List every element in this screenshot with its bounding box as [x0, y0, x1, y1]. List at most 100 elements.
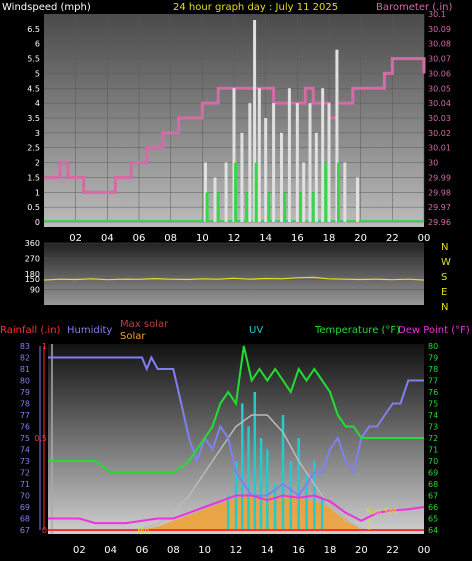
direction-y-tick: 150: [25, 275, 40, 284]
compass-label: N: [441, 302, 448, 313]
temp-y-tick: 78: [428, 365, 438, 374]
barometer-y-tick: 30.04: [428, 99, 451, 108]
temperature-line: [48, 345, 424, 474]
barometer-y-tick: 30.06: [428, 69, 451, 78]
climate-x-tick: 04: [104, 545, 117, 556]
humidity-y-tick: 72: [20, 469, 30, 478]
temp-y-tick: 66: [428, 503, 438, 512]
wind-y-tick: 5: [35, 69, 40, 78]
humidity-line: [48, 355, 424, 497]
temp-y-tick: 73: [428, 423, 438, 432]
rainfall-label: Rainfall (.in): [0, 325, 61, 336]
temp-y-tick: 68: [428, 480, 438, 489]
humidity-y-tick: 68: [20, 515, 30, 524]
climate-x-tick: 14: [261, 545, 274, 556]
dew-point-label: Dew Point (°F): [398, 325, 470, 336]
climate-x-tick: 20: [355, 545, 368, 556]
barometer-y-tick: 30.03: [428, 114, 451, 123]
humidity-y-tick: 74: [20, 446, 30, 455]
wind-x-tick: 02: [69, 233, 82, 244]
wind-x-tick: 10: [196, 233, 209, 244]
wind-axis-label: Windspeed (mph): [2, 2, 91, 13]
wind-x-tick: 22: [386, 233, 399, 244]
humidity-y-tick: 75: [20, 434, 30, 443]
moon-annotation: Mo: [137, 526, 149, 535]
temp-y-tick: 79: [428, 354, 438, 363]
wind-y-tick: 0.5: [27, 203, 40, 212]
direction-y-tick: 360: [25, 239, 40, 248]
humidity-y-tick: 79: [20, 388, 30, 397]
rain-y-tick: 0.5: [34, 434, 47, 443]
humidity-y-tick: 70: [20, 492, 30, 501]
temp-y-tick: 65: [428, 515, 438, 524]
wind-x-tick: 18: [323, 233, 336, 244]
wind-y-tick: 5.5: [27, 55, 40, 64]
climate-x-tick: 06: [136, 545, 149, 556]
barometer-y-tick: 29.98: [428, 188, 451, 197]
humidity-y-tick: 81: [20, 365, 30, 374]
climate-x-tick: 18: [324, 545, 337, 556]
wind-y-tick: 6.5: [27, 25, 40, 34]
barometer-axis-label: Barometer (.in): [376, 2, 452, 13]
temp-y-tick: 72: [428, 434, 438, 443]
dew-point-line: [48, 494, 425, 525]
temp-y-tick: 76: [428, 388, 438, 397]
barometer-y-tick: 30.05: [428, 84, 451, 93]
wind-y-tick: 1.5: [27, 173, 40, 182]
max-solar-label: Max solar: [120, 319, 169, 330]
wind-x-tick: 20: [354, 233, 367, 244]
barometer-y-tick: 30.08: [428, 40, 451, 49]
humidity-y-tick: 67: [20, 526, 30, 535]
climate-x-tick: 12: [230, 545, 243, 556]
wind-x-tick: 16: [291, 233, 304, 244]
chart-title: 24 hour graph day : July 11 2025: [173, 2, 338, 13]
barometer-y-tick: 29.99: [428, 173, 451, 182]
compass-label: E: [441, 287, 447, 298]
compass-label: N: [441, 242, 448, 253]
compass-label: W: [441, 257, 451, 268]
humidity-y-tick: 69: [20, 503, 30, 512]
barometer-y-tick: 29.97: [428, 203, 451, 212]
barometer-y-tick: 30.1: [428, 10, 446, 19]
temperature-label: Temperature (°F): [314, 325, 400, 336]
wind-x-tick: 06: [133, 233, 146, 244]
climate-x-tick: 08: [167, 545, 180, 556]
humidity-y-tick: 78: [20, 400, 30, 409]
climate-x-tick: 00: [418, 545, 431, 556]
wind-y-tick: 3.5: [27, 114, 40, 123]
humidity-y-tick: 73: [20, 457, 30, 466]
temp-y-tick: 69: [428, 469, 438, 478]
climate-x-tick: 02: [73, 545, 86, 556]
direction-y-tick: 180: [25, 270, 40, 279]
barometer-y-tick: 30: [428, 159, 438, 168]
climate-x-tick: 10: [198, 545, 211, 556]
barometer-y-tick: 30.02: [428, 129, 451, 138]
barometer-y-tick: 30.01: [428, 144, 451, 153]
humidity-y-tick: 83: [20, 342, 30, 351]
temp-y-tick: 77: [428, 377, 438, 386]
wind-y-tick: 2: [35, 159, 40, 168]
wind-x-tick: 08: [164, 233, 177, 244]
temp-y-tick: 75: [428, 400, 438, 409]
wind-y-tick: 3: [35, 129, 40, 138]
wind-y-tick: 6: [35, 40, 40, 49]
wind-x-tick: 00: [418, 233, 431, 244]
wind-y-tick: 0: [35, 218, 40, 227]
humidity-y-tick: 71: [20, 480, 30, 489]
rain-y-tick: 0: [42, 526, 47, 535]
barometer-y-tick: 30.09: [428, 25, 451, 34]
compass-label: S: [441, 272, 447, 283]
temp-y-tick: 70: [428, 457, 438, 466]
temp-y-tick: 67: [428, 492, 438, 501]
direction-line: [43, 276, 425, 281]
sunset-annotation: Sun Set: [366, 507, 397, 516]
temp-y-tick: 74: [428, 411, 438, 420]
wind-x-tick: 12: [228, 233, 241, 244]
humidity-y-tick: 77: [20, 411, 30, 420]
temp-y-tick: 71: [428, 446, 438, 455]
temp-y-tick: 80: [428, 342, 438, 351]
barometer-y-tick: 30.07: [428, 55, 451, 64]
uv-label: UV: [249, 325, 263, 336]
wind-y-tick: 2.5: [27, 144, 40, 153]
